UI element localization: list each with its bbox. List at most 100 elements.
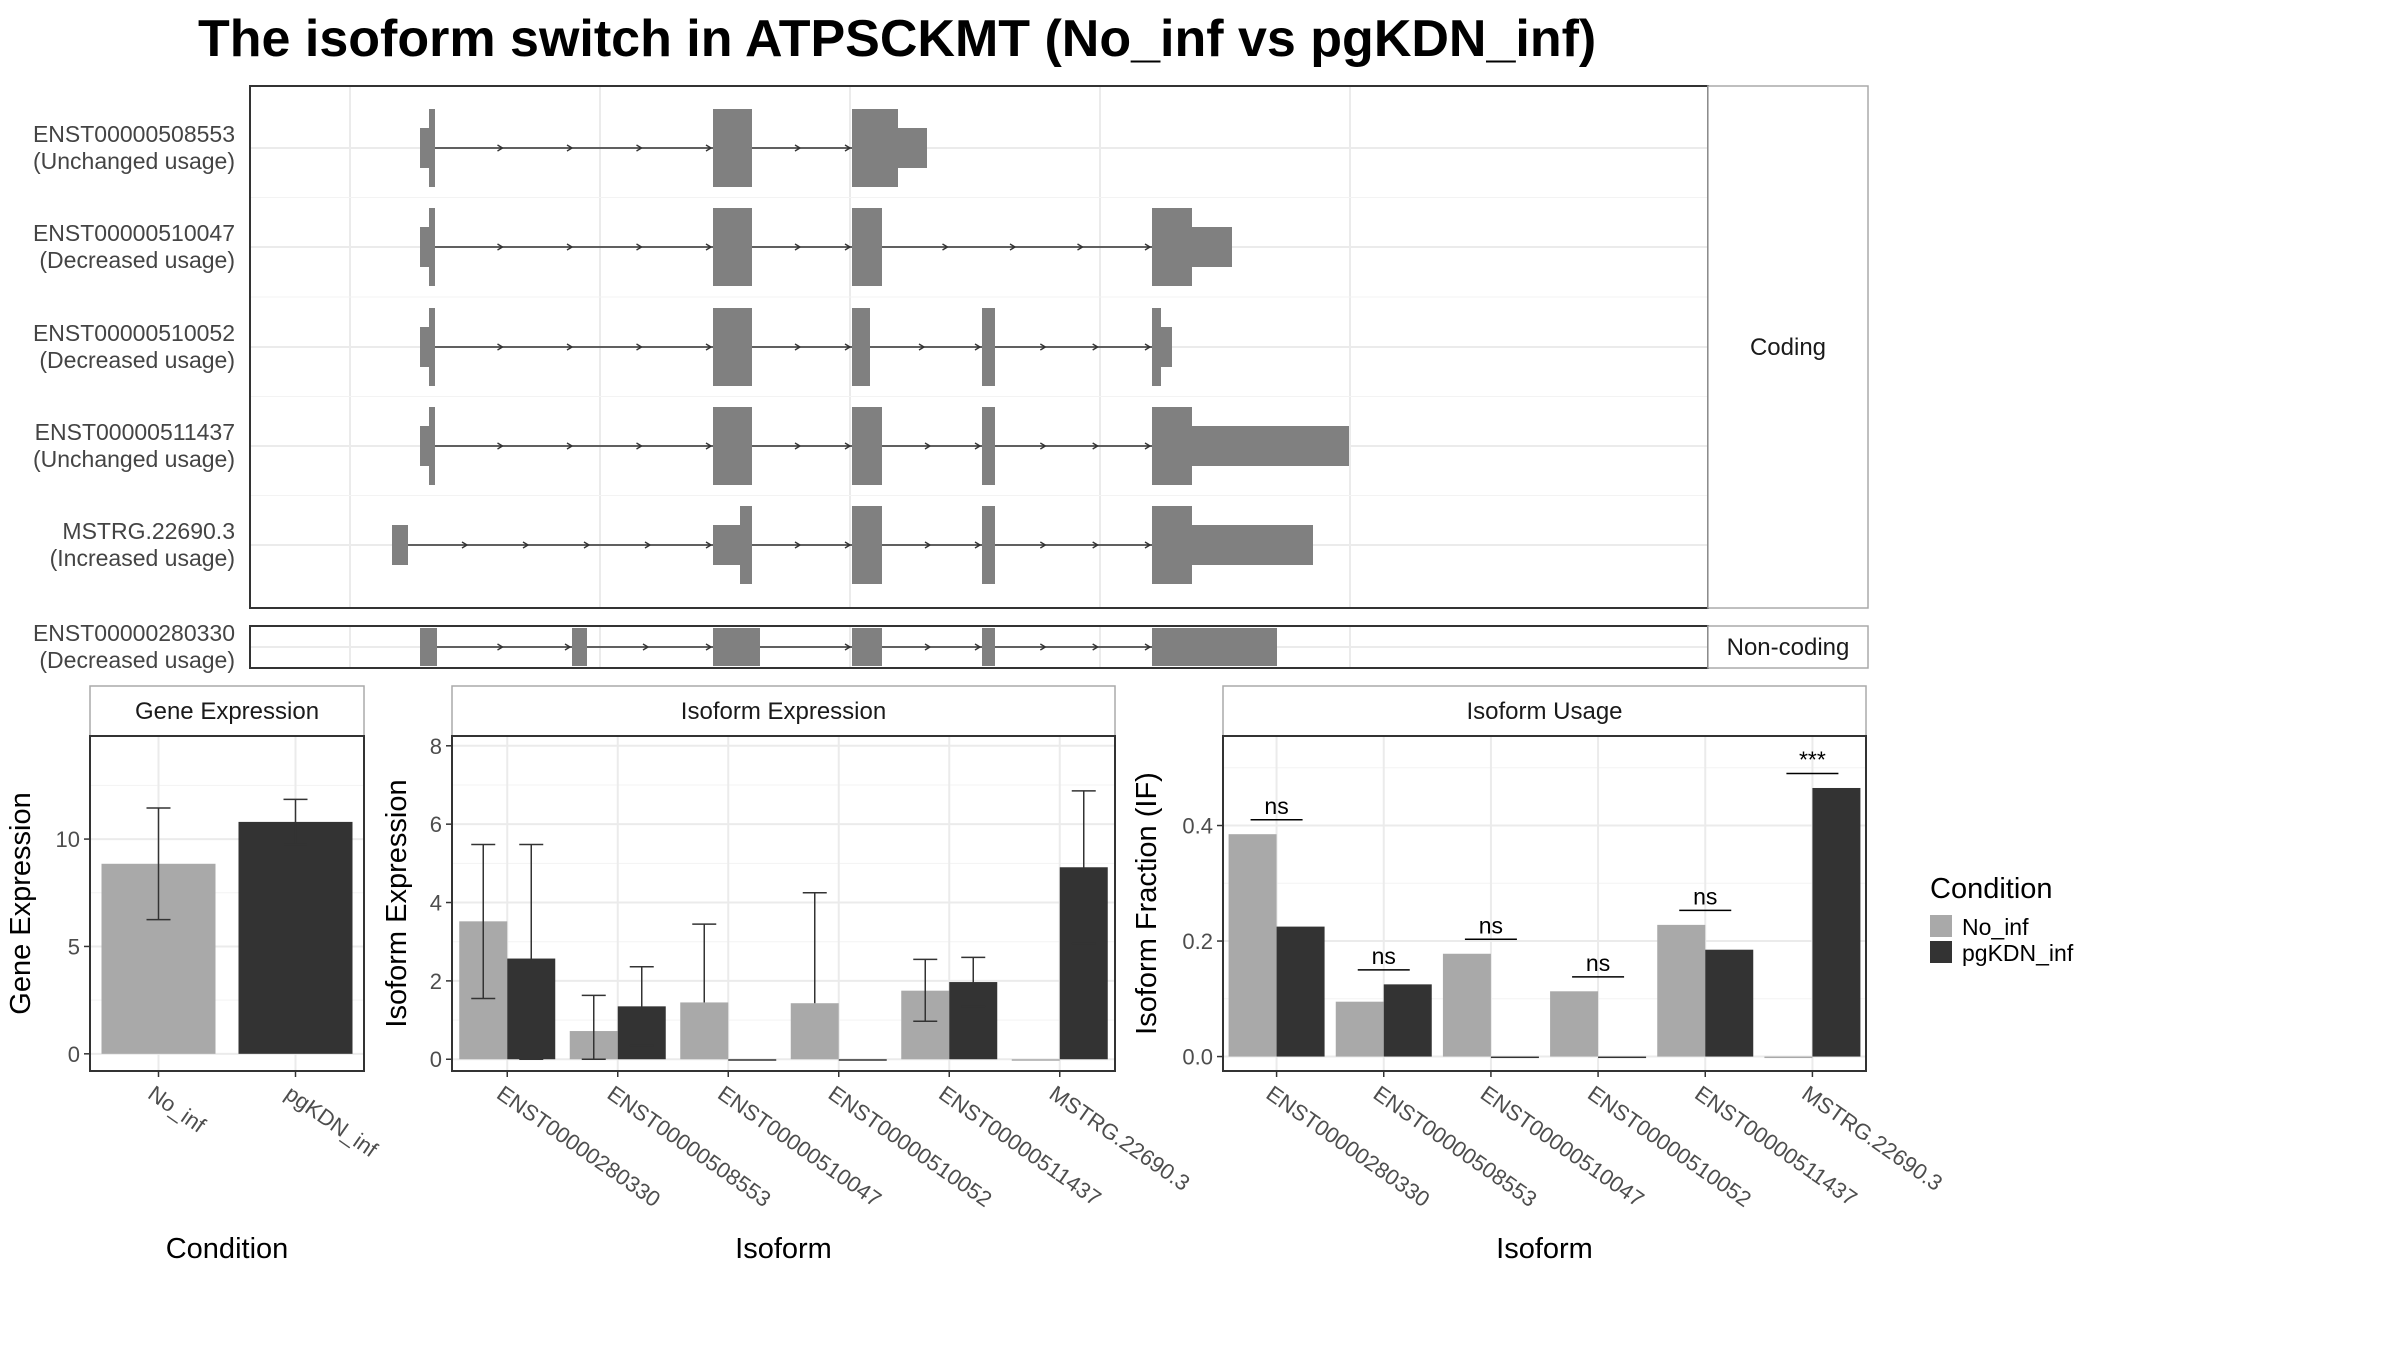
intron-arrow xyxy=(1039,343,1047,351)
exon xyxy=(982,308,995,386)
bar-pgkdn-inf xyxy=(238,821,353,1054)
exon xyxy=(982,407,995,485)
intron-arrow xyxy=(705,442,713,450)
exon xyxy=(852,109,898,187)
structure-strip xyxy=(1707,625,1869,669)
bar-enst00000280330-pgkdn-inf xyxy=(1276,926,1325,1057)
y-tick-label: 10 xyxy=(56,827,80,852)
legend-label-pgkdn-inf: pgKDN_inf xyxy=(1962,940,2074,966)
x-tick-label: pgKDN_inf xyxy=(281,1081,383,1163)
intron-arrow xyxy=(705,243,713,251)
intron-arrow xyxy=(705,144,713,152)
significance-label: *** xyxy=(1799,747,1826,773)
intron-arrow xyxy=(583,541,591,549)
x-tick-label: No_inf xyxy=(144,1081,211,1138)
exon xyxy=(1192,227,1232,267)
legend: Condition No_inf pgKDN_inf xyxy=(1930,873,2074,966)
y-axis-title: Isoform Fraction (IF) xyxy=(1131,772,1163,1035)
intron-arrow xyxy=(1009,243,1017,251)
intron-arrow xyxy=(1092,643,1100,651)
intron-arrow xyxy=(636,442,643,450)
structure-strip-label: Coding xyxy=(1750,334,1826,361)
intron-arrow xyxy=(461,541,469,549)
transcript-enst00000511437 xyxy=(420,407,1349,485)
legend-key-no-inf xyxy=(1930,915,1952,937)
intron-arrow xyxy=(844,343,852,351)
exon xyxy=(713,208,752,286)
exon xyxy=(392,525,408,565)
intron-arrow xyxy=(1144,541,1152,549)
transcript-enst00000510052 xyxy=(420,308,1172,386)
bar-enst00000511437-pgkdn-inf xyxy=(1705,949,1754,1057)
intron-arrow xyxy=(1039,541,1047,549)
intron-arrow xyxy=(794,541,802,549)
transcript-label: ENST00000511437 (Unchanged usage) xyxy=(33,419,235,472)
bar-mstrg-22690-3-no-inf xyxy=(1764,1056,1813,1059)
y-axis-title: Gene Expression xyxy=(5,792,37,1014)
intron-arrow xyxy=(844,541,852,549)
panel-strip xyxy=(451,685,1116,737)
exon xyxy=(572,628,587,666)
bar-enst00000510052-pgkdn-inf xyxy=(838,1059,887,1061)
structure-strip-label: Non-coding xyxy=(1727,634,1850,661)
transcript-label: MSTRG.22690.3 (Increased usage) xyxy=(50,518,235,571)
intron-arrow xyxy=(1144,442,1152,450)
intron-arrow xyxy=(566,144,574,152)
y-tick-label: 2 xyxy=(430,969,442,994)
transcript-label: ENST00000510052 (Decreased usage) xyxy=(33,320,235,373)
intron-arrow xyxy=(705,541,713,549)
exon xyxy=(982,506,995,584)
intron-arrow xyxy=(844,442,852,450)
exon xyxy=(1152,308,1161,386)
exon xyxy=(1152,506,1192,584)
exon xyxy=(982,628,995,666)
panel-strip-label: Isoform Expression xyxy=(681,698,886,725)
panel-strip xyxy=(89,685,365,737)
transcript-enst00000508553 xyxy=(420,109,927,187)
transcript-enst00000280330 xyxy=(420,628,1277,666)
significance-label: ns xyxy=(1372,943,1396,969)
isoform-usage-plot: Isoform Usage0.00.20.4nsnsnsnsns***ENST0… xyxy=(1131,685,1947,1265)
intron-arrow xyxy=(642,643,650,651)
exon xyxy=(1152,407,1192,485)
exon xyxy=(713,407,752,485)
exon xyxy=(898,128,927,168)
panel-border xyxy=(89,735,365,1072)
exon xyxy=(740,506,752,584)
intron-arrow xyxy=(924,442,932,450)
panel-strip-label: Gene Expression xyxy=(135,698,319,725)
y-tick-label: 8 xyxy=(430,734,442,759)
y-tick-label: 0.0 xyxy=(1182,1045,1213,1070)
transcript-label: ENST00000510047 (Decreased usage) xyxy=(33,220,235,273)
intron-arrow xyxy=(1144,343,1152,351)
intron-arrow xyxy=(644,541,652,549)
exon xyxy=(429,208,435,286)
structure-strip xyxy=(1707,85,1869,609)
transcript-label: ENST00000280330 (Decreased usage) xyxy=(33,620,235,673)
bar-enst00000510047-pgkdn-inf xyxy=(728,1059,777,1061)
intron-arrow xyxy=(844,243,852,251)
exon xyxy=(420,227,429,267)
intron-arrow xyxy=(974,643,982,651)
y-axis-title: Isoform Expression xyxy=(381,779,413,1027)
intron-arrow xyxy=(705,643,713,651)
intron-arrow xyxy=(1144,243,1152,251)
exon xyxy=(420,128,429,168)
y-tick-label: 6 xyxy=(430,812,442,837)
intron-arrow xyxy=(566,442,574,450)
intron-arrow xyxy=(1039,643,1047,651)
intron-arrow xyxy=(918,343,926,351)
panel-strip-label: Isoform Usage xyxy=(1466,698,1622,725)
y-tick-label: 0.4 xyxy=(1182,814,1213,839)
x-axis-title: Isoform xyxy=(735,1233,832,1265)
exon xyxy=(1161,327,1172,367)
plot-title: The isoform switch in ATPSCKMT (No_inf v… xyxy=(198,10,1596,68)
exon xyxy=(429,109,435,187)
y-tick-label: 5 xyxy=(68,934,80,959)
exon xyxy=(1192,426,1349,466)
exon xyxy=(429,407,435,485)
exon xyxy=(713,109,752,187)
gene-expression-plot: Gene Expression 0 5 10 No_inf pgKDN_inf Condit… xyxy=(5,685,383,1265)
intron-arrow xyxy=(636,144,643,152)
gene-structure-plot: ENST00000508553 (Unchanged usage) ENST0000… xyxy=(33,85,1869,673)
